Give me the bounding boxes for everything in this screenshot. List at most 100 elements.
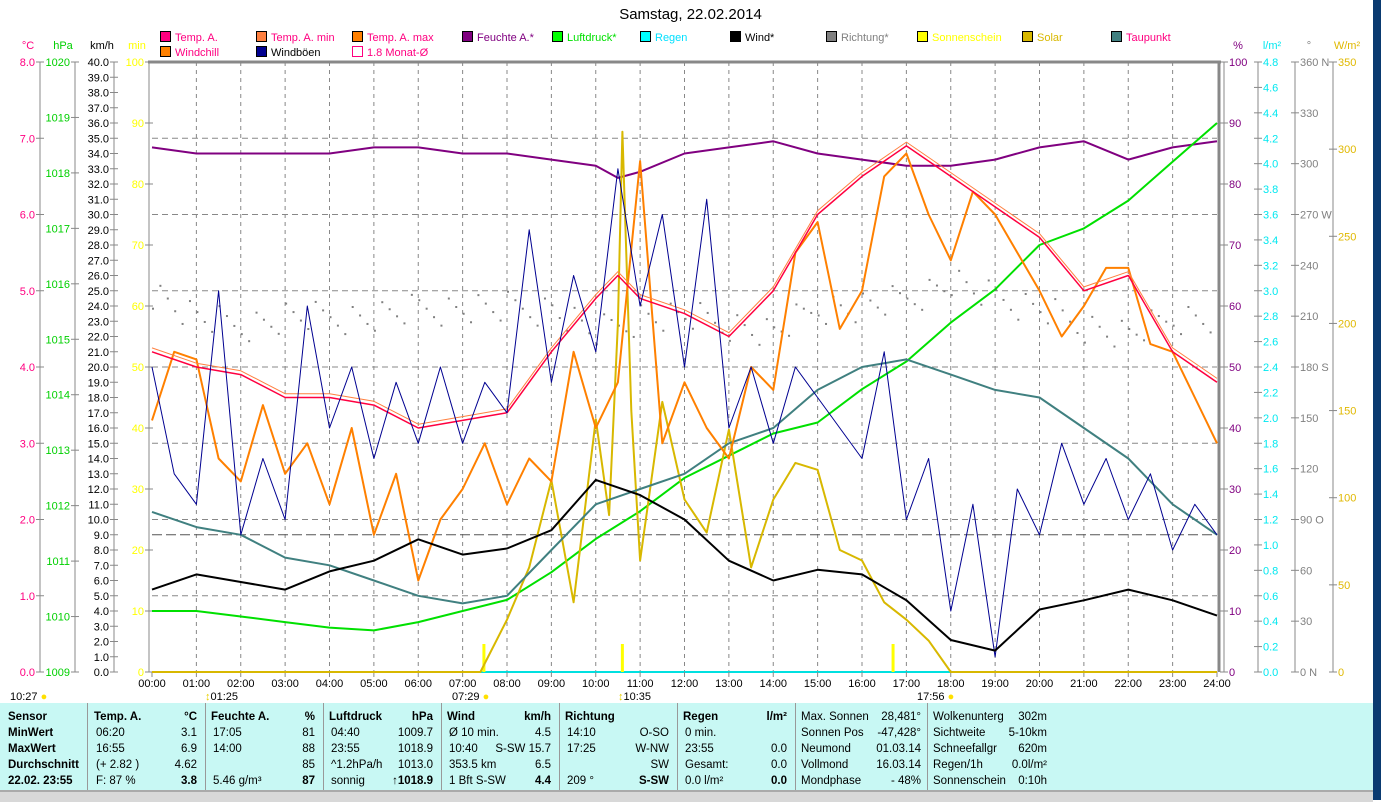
x-tick-label: 14:00 — [759, 678, 787, 690]
y-tick-label: 330 — [1300, 108, 1318, 120]
misc-value: 302m — [1018, 711, 1047, 723]
direction-dot — [322, 309, 325, 312]
legend-label: Feuchte A.* — [477, 32, 534, 44]
weather-chart: 00:00 01:00 02:00 03:00 04:00 05:00 06:00 07:00… — [20, 40, 1361, 690]
cell-value: 0.0 — [771, 775, 787, 787]
direction-dot — [373, 329, 376, 332]
legend-item[interactable]: Taupunkt — [1111, 31, 1171, 45]
column-unit: km/h — [524, 711, 551, 723]
direction-dot — [743, 324, 746, 327]
astro-column: Max. Sonnen 28,481° Sonnen Pos -47,428° Neum… — [795, 703, 928, 790]
status-bar — [0, 790, 1373, 802]
legend-item[interactable]: Wind* — [730, 31, 774, 45]
cell-value: 1009.7 — [397, 727, 433, 739]
direction-dot — [344, 333, 347, 336]
direction-dot — [802, 307, 805, 310]
direction-dot — [521, 307, 524, 310]
y-tick-label: 24.0 — [88, 301, 109, 313]
cell-value: 0.0 — [771, 759, 787, 771]
x-tick-label: 12:00 — [671, 678, 699, 690]
y-tick-label: 33.0 — [88, 164, 109, 176]
direction-dot — [240, 333, 243, 336]
column-header: Luftdruck — [329, 711, 383, 723]
misc-label: Schneefallgr — [933, 743, 997, 755]
y-tick-label: 25.0 — [88, 286, 109, 298]
legend-swatch-icon — [256, 46, 267, 57]
legend-item[interactable]: Richtung* — [826, 31, 889, 45]
legend-item[interactable]: Regen — [640, 31, 687, 45]
legend-label: Wind* — [745, 32, 775, 44]
legend-item[interactable]: Windböen — [256, 46, 321, 60]
direction-dot — [529, 316, 532, 319]
legend-item[interactable]: Feuchte A.* — [462, 31, 534, 45]
y-tick-label: 90 — [132, 118, 144, 130]
direction-dot — [270, 325, 273, 328]
direction-dot — [455, 306, 458, 308]
misc-label: Sonnenschein — [933, 775, 1006, 787]
direction-dot — [1113, 345, 1116, 348]
direction-dot — [543, 297, 546, 300]
y-tick-label: 20.0 — [88, 362, 109, 374]
misc-column: Wolkenunterg 302m Sichtweite 5-10km Schneefa… — [927, 703, 1077, 790]
direction-dot — [884, 313, 887, 316]
direction-dot — [1120, 319, 1123, 322]
y-axis-unit: km/h — [90, 40, 114, 52]
direction-dot — [965, 281, 968, 284]
series-temp-a- — [151, 145, 1218, 429]
direction-dot — [388, 308, 391, 311]
y-tick-label: 23.0 — [88, 316, 109, 328]
y-tick-label: 38.0 — [88, 88, 109, 100]
y-tick-label: 1.6 — [1263, 464, 1278, 476]
y-tick-label: 80 — [132, 179, 144, 191]
direction-dot — [1143, 339, 1146, 342]
legend-item[interactable]: Temp. A. — [160, 31, 218, 45]
legend-item[interactable]: Sonnenschein — [917, 31, 1002, 45]
direction-dot — [1083, 341, 1086, 344]
cell-label: 0 min. — [685, 727, 717, 739]
y-tick-label: 3.6 — [1263, 210, 1278, 222]
event-time: 10:27 — [10, 691, 38, 703]
direction-dot — [188, 300, 191, 303]
y-tick-label: 6.0 — [94, 576, 109, 588]
legend-item[interactable]: Temp. A. max — [352, 31, 434, 45]
y-tick-label: 0.0 — [20, 667, 35, 679]
legend-item[interactable]: Solar — [1022, 31, 1063, 45]
x-tick-label: 15:00 — [804, 678, 832, 690]
direction-dot — [1172, 324, 1175, 327]
direction-dot — [795, 303, 798, 306]
legend-swatch-icon — [1111, 31, 1122, 42]
legend-swatch-icon — [256, 31, 267, 42]
direction-dot — [810, 311, 813, 314]
sunset-icon: ● — [944, 691, 955, 703]
direction-dot — [285, 302, 288, 305]
y-tick-label: 40.0 — [88, 57, 109, 69]
astro-value: 01.03.14 — [876, 743, 921, 755]
legend-item[interactable]: Temp. A. min — [256, 31, 335, 45]
cell-label: F: 87 % — [96, 775, 136, 787]
row-label: MaxWert — [8, 743, 56, 755]
cell-value: 4.5 — [535, 727, 551, 739]
direction-dot — [898, 292, 901, 295]
direction-dot — [558, 317, 561, 320]
direction-dot — [499, 319, 502, 322]
direction-dot — [610, 318, 613, 321]
astro-label: Max. Sonnen — [801, 711, 869, 723]
moon-icon: ● — [37, 691, 48, 703]
direction-dot — [632, 335, 635, 338]
y-tick-label: 1011 — [46, 556, 70, 568]
y-tick-label: 60 — [1300, 565, 1312, 577]
x-tick-label: 02:00 — [227, 678, 255, 690]
legend-item[interactable]: Windchill — [160, 46, 219, 60]
direction-dot — [410, 293, 413, 296]
direction-dot — [891, 285, 894, 288]
y-tick-label: 70 — [1229, 240, 1241, 252]
direction-dot — [1054, 298, 1057, 301]
y-tick-label: 50 — [1229, 362, 1241, 374]
direction-dot — [1165, 320, 1168, 323]
direction-dot — [617, 324, 620, 327]
y-tick-label: 1019 — [46, 112, 70, 124]
direction-dot — [1009, 308, 1012, 311]
legend-item[interactable]: Luftdruck* — [552, 31, 617, 45]
legend-item[interactable]: 1.8 Monat-Ø — [352, 46, 428, 60]
direction-dot — [152, 307, 154, 310]
